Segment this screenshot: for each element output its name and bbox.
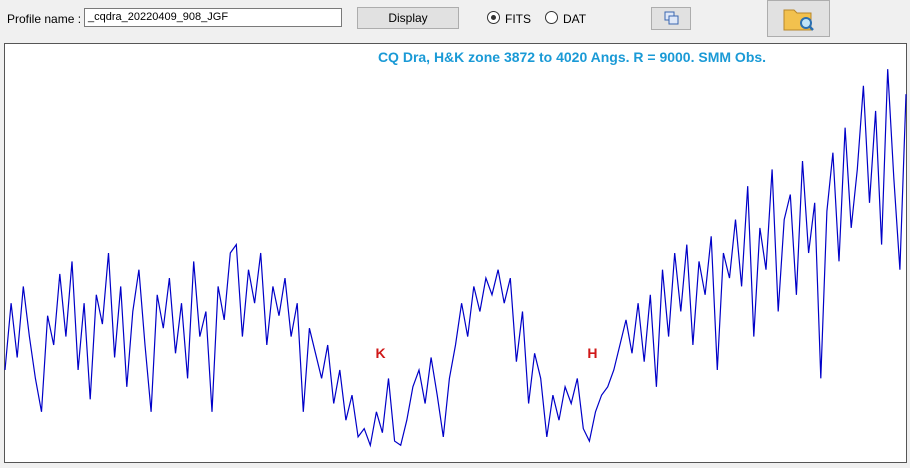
folder-icon <box>783 9 814 31</box>
radio-dat[interactable] <box>545 11 558 24</box>
copy-icon <box>664 11 679 25</box>
line-annotation: H <box>587 345 597 361</box>
plot-area <box>4 43 907 463</box>
line-annotation: K <box>376 345 386 361</box>
profile-label: Profile name : <box>7 12 82 26</box>
radio-label: FITS <box>505 12 531 26</box>
spectrum-line <box>4 69 907 448</box>
toolbar: Profile name : _cqdra_20220409_908_JGF D… <box>0 0 910 40</box>
chart-title: CQ Dra, H&K zone 3872 to 4020 Angs. R = … <box>378 49 766 65</box>
display-button[interactable]: Display <box>357 7 459 29</box>
radio-fits[interactable] <box>487 11 500 24</box>
copy-button[interactable] <box>651 7 691 30</box>
open-folder-button[interactable] <box>767 0 830 37</box>
profile-input[interactable]: _cqdra_20220409_908_JGF <box>84 8 342 27</box>
radio-label: DAT <box>563 12 587 26</box>
